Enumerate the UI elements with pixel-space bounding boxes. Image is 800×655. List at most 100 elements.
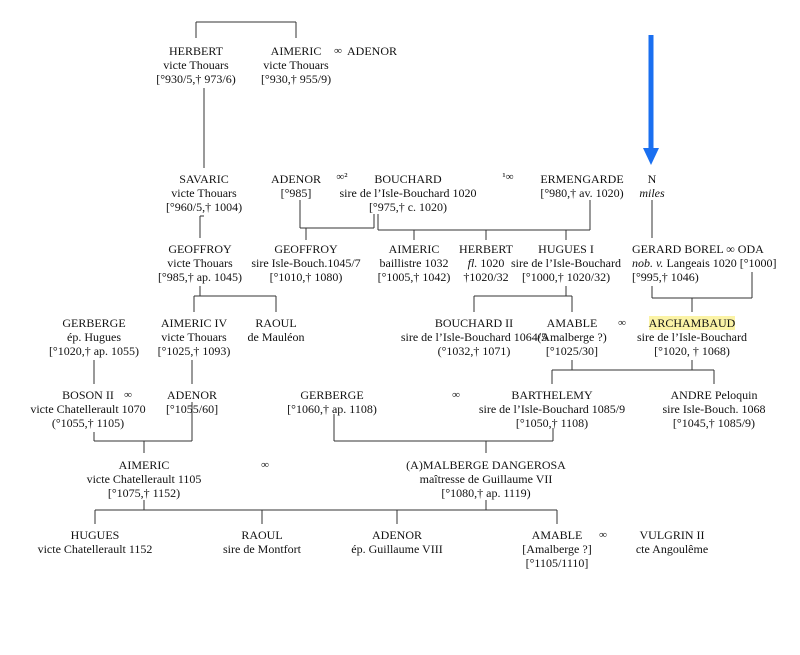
person-detail: [°1060,† ap. 1108) bbox=[287, 402, 377, 416]
person-savaric: SAVARIC victe Thouars [°960/5,† 1004) bbox=[166, 172, 242, 214]
person-name: (A)MALBERGE DANGEROSA bbox=[406, 458, 566, 472]
person-name: AIMERIC bbox=[388, 242, 440, 256]
person-detail: [°1020,† ap. 1055) bbox=[48, 344, 140, 358]
person-name: HUGUES I bbox=[538, 242, 594, 256]
marriage-symbol: ∞ bbox=[261, 459, 269, 471]
person-name: HUGUES bbox=[70, 528, 120, 542]
marriage-symbol: ∞ bbox=[618, 317, 626, 329]
person-detail: [°960/5,† 1004) bbox=[165, 200, 243, 214]
person-detail: (°1055,† 1105) bbox=[51, 416, 125, 430]
person-name: RAOUL bbox=[255, 316, 297, 330]
person-name: AIMERIC bbox=[270, 44, 322, 58]
person-bouchard-1: BOUCHARD sire de l’Isle-Bouchard 1020 [°97… bbox=[340, 172, 477, 214]
marriage-symbol: ¹∞ bbox=[502, 171, 514, 183]
person-detail: [°980,† av. 1020) bbox=[540, 186, 624, 200]
person-detail: [Amalberge ?] bbox=[522, 542, 592, 556]
person-name: GEOFFROY bbox=[274, 242, 338, 256]
person-name: BARTHELEMY bbox=[511, 388, 593, 402]
person-detail: [°1010,† 1080) bbox=[269, 270, 343, 284]
person-ermengarde: ERMENGARDE [°980,† av. 1020) bbox=[540, 172, 623, 200]
person-name: SAVARIC bbox=[179, 172, 229, 186]
person-detail: victe Chatellerault 1070 bbox=[30, 402, 146, 416]
person-detail: sire de l’Isle-Bouchard 1020 bbox=[339, 186, 477, 200]
person-detail: victe Chatellerault 1152 bbox=[37, 542, 153, 556]
person-detail: [°985] bbox=[280, 186, 312, 200]
person-geoffroy-1: GEOFFROY victe Thouars [°985,† ap. 1045) bbox=[158, 242, 242, 284]
person-name: ADENOR bbox=[347, 44, 397, 58]
person-adenor-2: ADENOR [°985] bbox=[271, 172, 321, 200]
person-aimeric-1: AIMERIC victe Thouars [°930,† 955/9) bbox=[261, 44, 331, 86]
person-name: GERBERGE bbox=[62, 316, 126, 330]
person-malberge: (A)MALBERGE DANGEROSA maîtresse de Guilla… bbox=[406, 458, 566, 500]
person-name: VULGRIN II bbox=[639, 528, 705, 542]
person-adenor-3: ADENOR [°1055/60] bbox=[166, 388, 218, 416]
person-vulgrin: VULGRIN II cte Angoulême bbox=[636, 528, 708, 556]
person-name: N bbox=[647, 172, 657, 186]
person-detail: (Amalberge ?) bbox=[537, 330, 607, 344]
person-gerard-borel: GERARD BOREL ∞ ODA nob. v. Langeais 1020 … bbox=[632, 242, 777, 284]
person-detail: [°1005,† 1042) bbox=[377, 270, 451, 284]
person-amable-1: AMABLE (Amalberge ?) [°1025/30] bbox=[537, 316, 606, 358]
person-name: BOUCHARD bbox=[374, 172, 442, 186]
person-gerberge-2: GERBERGE [°1060,† ap. 1108) bbox=[287, 388, 377, 416]
person-raoul-1: RAOUL de Mauléon bbox=[248, 316, 305, 344]
person-detail: victe Thouars bbox=[161, 330, 227, 344]
person-detail: victe Chatellerault 1105 bbox=[86, 472, 202, 486]
person-detail: [°1075,† 1152) bbox=[107, 486, 181, 500]
person-detail: miles bbox=[639, 186, 665, 200]
person-detail: [°975,† c. 1020) bbox=[368, 200, 448, 214]
person-detail: fl. 1020 bbox=[467, 256, 505, 270]
marriage-symbol: ∞ bbox=[599, 529, 607, 541]
person-detail: victe Thouars bbox=[263, 58, 329, 72]
person-detail: [°1025,† 1093) bbox=[157, 344, 231, 358]
highlighted-name: ARCHAMBAUD bbox=[648, 316, 736, 330]
person-aimeric-4: AIMERIC IV victe Thouars [°1025,† 1093) bbox=[158, 316, 231, 358]
person-bouchard-2: BOUCHARD II sire de l’Isle-Bouchard 1064/… bbox=[401, 316, 547, 358]
person-detail: ép. Hugues bbox=[67, 330, 121, 344]
person-herbert-1: HERBERT victe Thouars [°930/5,† 973/6) bbox=[156, 44, 235, 86]
person-detail: victe Thouars bbox=[171, 186, 237, 200]
person-name: ADENOR bbox=[167, 388, 217, 402]
person-name: AMABLE bbox=[531, 528, 583, 542]
marriage-symbol: ∞ bbox=[124, 389, 132, 401]
person-detail: maîtresse de Guillaume VII bbox=[419, 472, 553, 486]
person-detail: ép. Guillaume VIII bbox=[351, 542, 443, 556]
person-name: ERMENGARDE bbox=[540, 172, 624, 186]
person-name: ARCHAMBAUD bbox=[637, 316, 747, 330]
person-detail: sire de l’Isle-Bouchard 1064/5 bbox=[400, 330, 548, 344]
person-detail: sire Isle-Bouch. 1068 bbox=[662, 402, 766, 416]
marriage-symbol: ∞ bbox=[452, 389, 460, 401]
person-andre: ANDRE Peloquin sire Isle-Bouch. 1068 [°104… bbox=[663, 388, 766, 430]
person-name: ANDRE Peloquin bbox=[670, 388, 758, 402]
arrow-down-icon bbox=[643, 35, 659, 165]
person-detail: sire de l’Isle-Bouchard bbox=[637, 330, 747, 344]
person-detail: [°1050,† 1108) bbox=[515, 416, 589, 430]
person-name: GERARD BOREL ∞ ODA bbox=[632, 242, 764, 256]
person-aimeric-2: AIMERIC baillistre 1032 [°1005,† 1042) bbox=[378, 242, 451, 284]
person-detail: [°985,† ap. 1045) bbox=[157, 270, 243, 284]
person-detail: (°1032,† 1071) bbox=[437, 344, 511, 358]
person-name: AIMERIC bbox=[118, 458, 170, 472]
person-detail: [°1025/30] bbox=[545, 344, 599, 358]
person-detail: [°1020, † 1068) bbox=[654, 344, 730, 358]
person-detail: [°995,† 1046) bbox=[632, 270, 699, 284]
person-name: GEOFFROY bbox=[168, 242, 232, 256]
person-name: ADENOR bbox=[271, 172, 321, 186]
marriage-symbol: ∞² bbox=[336, 171, 348, 183]
person-detail: sire de l’Isle-Bouchard 1085/9 bbox=[478, 402, 626, 416]
marriage-symbol: ∞ bbox=[334, 45, 342, 57]
person-adenor-1: ADENOR bbox=[347, 44, 397, 58]
person-raoul-2: RAOUL sire de Montfort bbox=[223, 528, 301, 556]
person-detail: sire Isle-Bouch.1045/7 bbox=[251, 256, 361, 270]
person-detail: [°1055/60] bbox=[165, 402, 219, 416]
person-detail: [°1080,† ap. 1119) bbox=[441, 486, 531, 500]
person-detail: cte Angoulême bbox=[635, 542, 709, 556]
person-name: BOSON II bbox=[62, 388, 114, 402]
person-boson-2: BOSON II victe Chatellerault 1070 (°1055,†… bbox=[30, 388, 145, 430]
person-name: HERBERT bbox=[169, 44, 223, 58]
person-name: RAOUL bbox=[241, 528, 283, 542]
person-detail: de Mauléon bbox=[247, 330, 305, 344]
